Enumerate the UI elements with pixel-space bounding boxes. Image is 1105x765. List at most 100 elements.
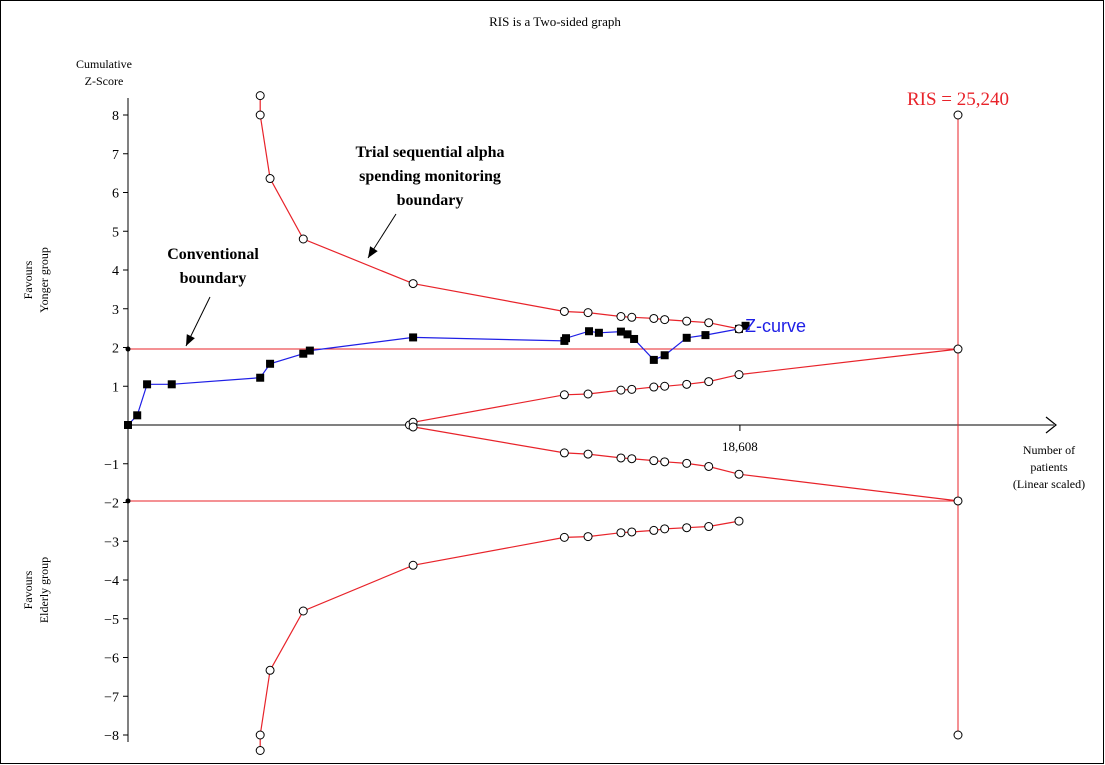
z-curve-point: [256, 373, 265, 382]
z-curve-point: [305, 346, 314, 355]
boundary-point: [559, 448, 569, 458]
boundary-point: [255, 110, 265, 120]
boundary-point: [559, 306, 569, 316]
y-tick-label: −4: [104, 574, 119, 589]
chart-markers: [124, 91, 963, 755]
boundary-point: [627, 312, 637, 322]
z-curve-point: [630, 334, 639, 343]
boundary-point: [649, 525, 659, 535]
boundary-point: [682, 458, 692, 468]
boundary-point: [704, 318, 714, 328]
z-curve-point: [701, 331, 710, 340]
x-axis-arrowhead: [1045, 416, 1057, 434]
z-curve-point: [143, 380, 152, 389]
z-curve-point: [660, 351, 669, 360]
boundary-point: [953, 344, 963, 354]
boundary-point: [704, 377, 714, 387]
boundary-point: [408, 422, 418, 432]
boundary-point: [298, 234, 308, 244]
boundary-point: [682, 523, 692, 533]
boundary-point: [682, 316, 692, 326]
y-tick-label: −2: [104, 497, 119, 512]
y-tick-label: 7: [112, 148, 119, 163]
z-curve-line: [127, 325, 746, 426]
boundary-point: [255, 91, 265, 101]
chart-title: RIS is a Two-sided graph: [489, 14, 621, 29]
boundary-point: [953, 496, 963, 506]
boundary-point: [704, 522, 714, 532]
boundary-point: [734, 324, 744, 334]
boundary-point: [265, 174, 275, 184]
conventional-boundary-annotation: boundary: [180, 270, 247, 287]
alpha-boundary-annotation: spending monitoring: [359, 168, 501, 185]
boundary-point: [616, 453, 626, 463]
x-tick-label: 18,608: [722, 439, 758, 454]
conventional-boundary-origin-point: [125, 346, 131, 352]
boundary-point: [627, 384, 637, 394]
boundary-point: [408, 560, 418, 570]
boundary-point: [649, 313, 659, 323]
boundary-point: [660, 524, 670, 534]
boundary-point: [627, 527, 637, 537]
alpha-boundary-annotation: boundary: [397, 192, 464, 209]
y-axis-title: Cumulative: [76, 57, 132, 71]
z-curve-label: Z-curve: [745, 316, 806, 336]
z-curve-point: [409, 333, 418, 342]
z-curve-point: [623, 330, 632, 339]
ris-top-marker: [953, 110, 963, 120]
y-tick-label: 2: [112, 342, 119, 357]
alpha-boundary-annotation: Trial sequential alpha: [355, 144, 504, 161]
conventional-boundary-arrow-head: [186, 334, 195, 346]
z-curve-point: [124, 421, 132, 429]
z-curve-point: [741, 321, 750, 330]
side-label-upper: Favours Yonger group: [21, 247, 51, 313]
ris-bottom-marker: [953, 730, 963, 740]
z-curve-point: [133, 411, 142, 420]
y-tick-label: 5: [112, 225, 119, 240]
boundary-point: [298, 606, 308, 616]
boundary-point: [627, 454, 637, 464]
y-tick-label: −5: [104, 613, 119, 628]
y-tick-label: −8: [104, 729, 119, 744]
z-curve-point: [562, 334, 571, 343]
y-tick-label: −7: [104, 690, 119, 705]
boundary-point: [734, 370, 744, 380]
y-tick-label: 3: [112, 303, 119, 318]
y-tick-label: 4: [112, 264, 119, 279]
boundary-point: [734, 516, 744, 526]
y-axis-title: Z-Score: [85, 74, 124, 88]
boundary-point: [583, 389, 593, 399]
boundary-point: [649, 456, 659, 466]
conventional-boundary-annotation: Conventional: [167, 246, 259, 263]
boundary-point: [408, 279, 418, 289]
y-tick-label: 8: [112, 109, 119, 124]
conventional-boundary-origin-point: [125, 498, 131, 504]
z-curve-point: [585, 327, 594, 336]
chart-labels: Cumulative Z-Score Number of patients (Linea…: [21, 57, 1085, 623]
boundary-point: [616, 312, 626, 321]
side-label-lower: Favours Elderly group: [21, 557, 51, 623]
boundary-point: [583, 449, 593, 459]
boundary-point: [704, 461, 714, 471]
boundary-point: [649, 382, 659, 392]
z-curve-point: [299, 349, 308, 358]
side-label-line: Favours: [21, 570, 35, 609]
boundary-point: [559, 532, 569, 542]
axes: 8 7 6 5 4 3 2 1 −1 −2 −3 −4 −5 −6 −7 −8 18,608: [104, 98, 1057, 744]
z-curve-point: [682, 333, 691, 342]
ris-label: RIS = 25,240: [907, 89, 1009, 110]
boundary-point: [255, 730, 265, 740]
y-tick-label: 6: [112, 187, 119, 202]
z-curve-point: [266, 359, 275, 368]
side-label-line: Yonger group: [37, 247, 51, 313]
side-label-line: Elderly group: [37, 557, 51, 623]
boundary-point: [660, 457, 670, 467]
boundary-point: [265, 665, 275, 675]
z-curve-point: [616, 327, 625, 336]
upper-futility-line: [409, 348, 959, 426]
boundary-point: [583, 308, 593, 318]
z-curve-point: [649, 355, 658, 364]
